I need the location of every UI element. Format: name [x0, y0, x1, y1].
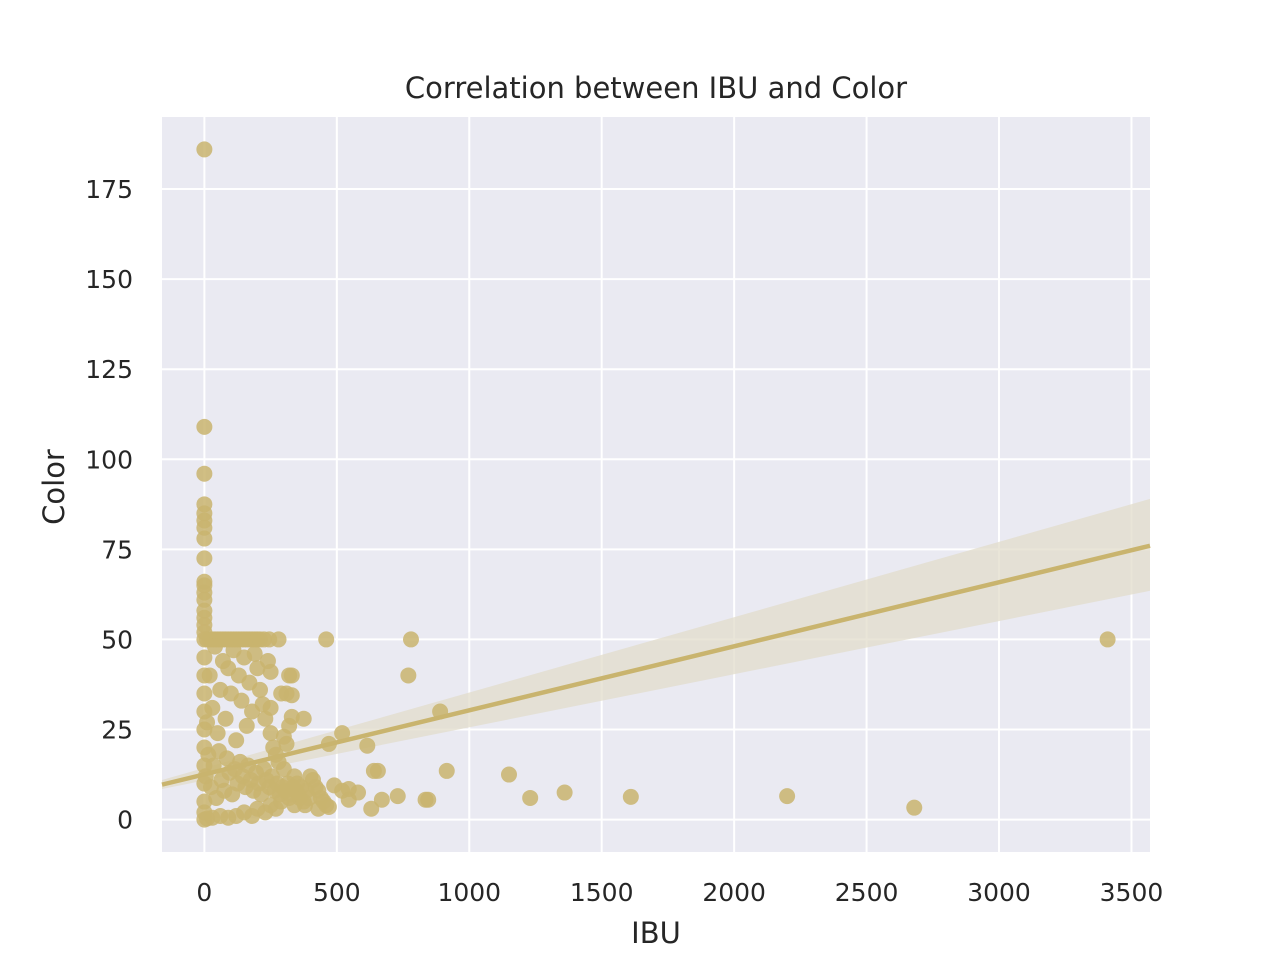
- y-axis-label: Color: [37, 449, 71, 525]
- data-point: [214, 653, 231, 670]
- x-tick-label: 1000: [437, 878, 501, 907]
- data-point: [283, 667, 300, 684]
- y-tick-label: 125: [85, 355, 133, 384]
- y-tick-label: 50: [101, 625, 133, 654]
- y-tick-label: 25: [101, 716, 133, 745]
- data-point: [196, 685, 213, 702]
- x-tick-label: 3500: [1100, 878, 1164, 907]
- y-tick-label: 175: [85, 175, 133, 204]
- data-point: [196, 721, 213, 738]
- confidence-band: [162, 498, 1150, 789]
- x-tick-label: 1500: [570, 878, 634, 907]
- data-point: [363, 800, 380, 817]
- data-point: [262, 725, 279, 742]
- y-tick-label: 0: [117, 806, 133, 835]
- data-point: [249, 660, 266, 677]
- data-points: [196, 141, 1116, 828]
- data-point: [257, 710, 274, 727]
- data-point: [438, 762, 455, 779]
- data-point: [278, 735, 295, 752]
- data-point: [196, 649, 213, 666]
- y-axis-ticks: 0 25 50 75 100 125 150 175: [85, 175, 133, 835]
- x-tick-label: 2000: [702, 878, 766, 907]
- data-point: [244, 703, 261, 720]
- y-tick-label: 150: [85, 265, 133, 294]
- data-point: [1099, 631, 1116, 648]
- data-point: [556, 784, 573, 801]
- data-point: [389, 788, 406, 805]
- data-point: [340, 791, 357, 808]
- data-point: [196, 667, 213, 684]
- data-point: [283, 687, 300, 704]
- data-point: [206, 638, 223, 655]
- data-point: [622, 788, 639, 805]
- gridlines: [162, 117, 1150, 852]
- x-tick-label: 500: [313, 878, 361, 907]
- data-point: [301, 789, 318, 806]
- data-point: [225, 642, 242, 659]
- data-point: [779, 788, 796, 805]
- data-point: [400, 667, 417, 684]
- y-tick-label: 100: [85, 445, 133, 474]
- regression-line-path: [161, 543, 1151, 787]
- data-point: [228, 732, 245, 749]
- data-point: [196, 141, 213, 158]
- data-point: [196, 530, 213, 547]
- data-point: [217, 710, 234, 727]
- data-point: [196, 550, 213, 567]
- x-axis-label: IBU: [631, 916, 681, 950]
- y-tick-label: 75: [101, 535, 133, 564]
- data-point: [522, 789, 539, 806]
- data-point: [906, 799, 923, 816]
- data-point: [295, 710, 312, 727]
- data-point: [196, 418, 213, 435]
- data-point: [209, 725, 226, 742]
- data-point: [238, 717, 255, 734]
- data-point: [402, 631, 419, 648]
- data-point: [262, 663, 279, 680]
- data-point: [373, 791, 390, 808]
- regression-line: [161, 543, 1151, 787]
- data-point: [318, 631, 335, 648]
- x-tick-label: 2500: [835, 878, 899, 907]
- confidence-band-area: [162, 498, 1150, 789]
- x-tick-label: 3000: [967, 878, 1031, 907]
- data-point: [359, 737, 376, 754]
- data-point: [334, 725, 351, 742]
- data-point: [196, 465, 213, 482]
- data-point: [369, 762, 386, 779]
- data-point: [310, 800, 327, 817]
- data-point: [270, 631, 287, 648]
- data-point: [212, 681, 229, 698]
- data-point: [420, 791, 437, 808]
- x-axis-ticks: 0 500 1000 1500 2000 2500 3000 3500: [196, 878, 1163, 907]
- chart-title: Correlation between IBU and Color: [405, 71, 907, 105]
- x-tick-label: 0: [196, 878, 212, 907]
- data-point: [196, 703, 213, 720]
- data-point: [500, 766, 517, 783]
